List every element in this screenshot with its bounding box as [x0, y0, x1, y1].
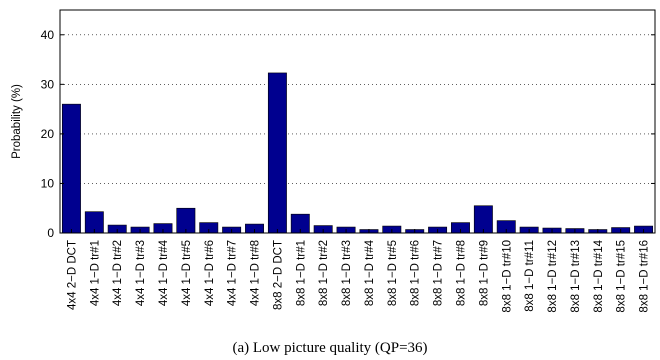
x-tick-label: 8x8 1−D tr#7 — [433, 240, 445, 306]
y-tick-label: 10 — [41, 176, 55, 190]
x-tick-label: 8x8 1−D tr#11 — [524, 240, 536, 312]
bar — [267, 72, 287, 234]
y-tick-label: 40 — [41, 28, 55, 42]
x-tick-label: 4x4 1−D tr#1 — [89, 240, 101, 306]
y-tick-label: 20 — [41, 127, 55, 141]
x-tick-label: 4x4 1−D tr#4 — [158, 239, 170, 306]
x-tick-label: 8x8 1−D tr#6 — [410, 240, 422, 306]
x-tick-label: 4x4 1−D tr#7 — [227, 240, 239, 306]
figure-caption: (a) Low picture quality (QP=36) — [232, 340, 427, 356]
x-tick-label: 8x8 1−D tr#8 — [455, 240, 467, 306]
x-tick-label: 8x8 2−D DCT — [272, 240, 284, 310]
x-tick-label: 8x8 1−D tr#5 — [387, 240, 399, 306]
x-tick-label: 8x8 1−D tr#12 — [547, 240, 559, 313]
plot-frame — [59, 9, 656, 234]
x-tick-label: 8x8 1−D tr#4 — [364, 239, 376, 306]
y-axis-label: Probability (%) — [11, 84, 23, 159]
x-tick-label: 4x4 1−D tr#2 — [112, 240, 124, 306]
y-ticks: 0 10 20 30 40 — [41, 28, 655, 240]
x-tick-label: 4x4 1−D tr#3 — [135, 240, 147, 306]
x-tick-label: 4x4 1−D tr#6 — [204, 240, 216, 306]
x-tick-label: 8x8 1−D tr#2 — [318, 240, 330, 306]
x-tick-label: 8x8 1−D tr#14 — [593, 239, 605, 312]
y-tick-label: 30 — [41, 77, 55, 91]
grid-lines — [60, 34, 655, 184]
x-ticks: 4x4 2−D DCT 4x4 1−D tr#1 4x4 1−D tr#2 4x4 1… — [66, 229, 651, 313]
x-tick-label: 8x8 1−D tr#15 — [616, 240, 628, 313]
x-tick-label: 8x8 1−D tr#9 — [478, 240, 490, 306]
x-tick-label: 8x8 1−D tr#3 — [341, 240, 353, 306]
x-tick-label: 8x8 1−D tr#1 — [295, 240, 307, 306]
x-tick-label: 8x8 1−D tr#16 — [639, 240, 651, 313]
x-tick-label: 8x8 1−D tr#13 — [570, 240, 582, 313]
bar — [473, 205, 493, 234]
x-tick-label: 8x8 1−D tr#10 — [501, 240, 513, 313]
x-tick-label: 4x4 1−D tr#5 — [181, 240, 193, 306]
y-tick-label: 0 — [47, 226, 54, 240]
x-tick-label: 4x4 1−D tr#8 — [250, 240, 262, 306]
x-tick-label: 4x4 2−D DCT — [66, 240, 78, 310]
bar — [61, 103, 81, 234]
bars — [61, 72, 654, 234]
